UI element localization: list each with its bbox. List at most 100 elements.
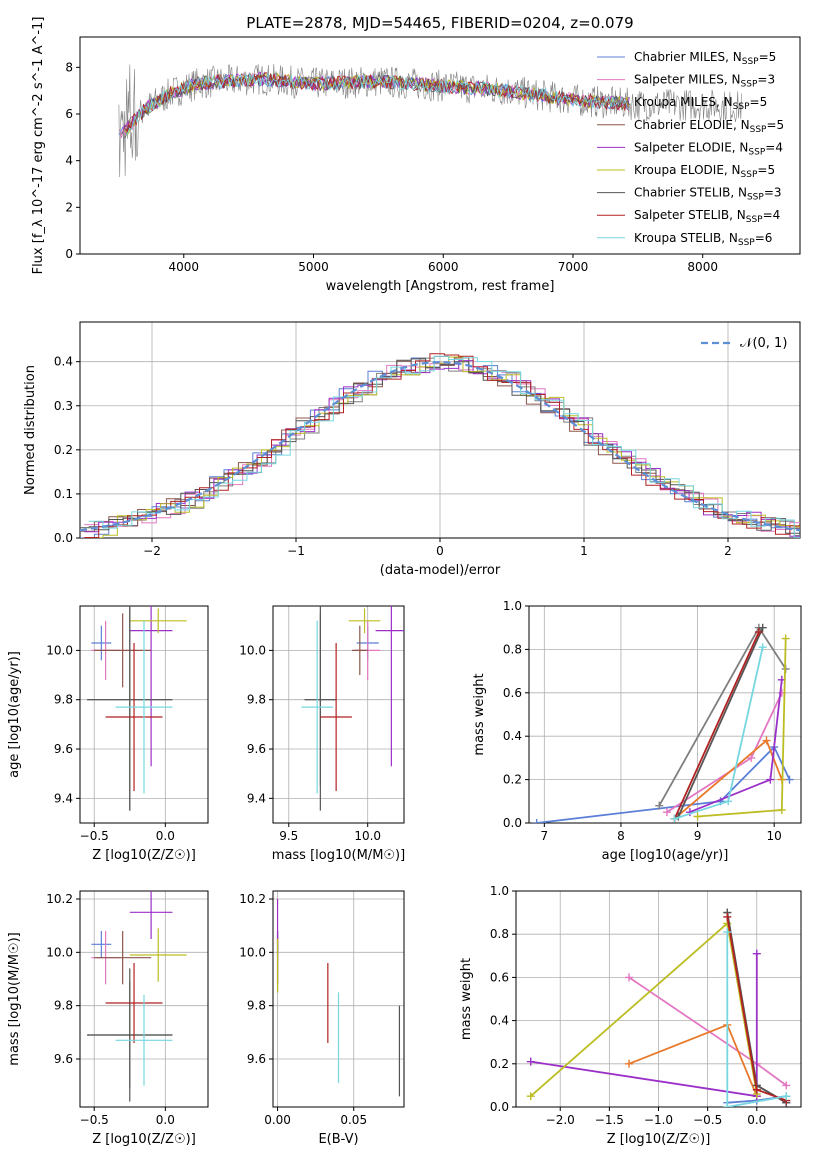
- plot-area: [118, 63, 742, 178]
- y-tick-label: 0.8: [490, 927, 509, 941]
- weight-marker: [781, 634, 790, 643]
- y-axis-label: mass weight: [459, 958, 474, 1040]
- x-tick-label: −0.5: [80, 829, 109, 843]
- x-tick-label: 0.0: [156, 1113, 175, 1127]
- y-tick-label: 10.2: [239, 892, 266, 906]
- x-tick-label: 5000: [298, 260, 329, 274]
- x-axis-label: Z [log10(Z/Z☉)]: [92, 1132, 196, 1147]
- weight-marker: [526, 1057, 535, 1066]
- weight-marker: [782, 1081, 791, 1090]
- x-tick-label: 6000: [428, 260, 459, 274]
- legend-label: Kroupa STELIB, NSSP=6: [634, 231, 772, 248]
- weight-marker: [785, 775, 794, 784]
- plot-frame: [79, 321, 801, 539]
- y-tick-label: 9.4: [247, 791, 266, 805]
- x-tick-label: −1.5: [595, 1113, 624, 1127]
- x-tick-label: 8: [617, 829, 625, 843]
- mass-vs-metallicity-panel: −0.5 0.0 9.6 9.8 10.0 10.2 Z [log10(Z/Z☉)] mass…: [7, 890, 209, 1147]
- y-tick-label: 10.2: [46, 892, 73, 906]
- y-tick-label: 0.6: [503, 686, 522, 700]
- plot-frame: [79, 890, 209, 1108]
- y-tick-label: 8: [65, 60, 73, 74]
- y-axis-label: Flux [f_λ 10^-17 erg cm^-2 s^-1 A^-1]: [31, 17, 46, 275]
- legend-label: Kroupa MILES, NSSP=5: [634, 95, 767, 112]
- weight-line-6: [677, 627, 764, 817]
- plot-frame: [79, 605, 209, 824]
- normal-curve: [80, 360, 800, 532]
- x-tick-label: −1.0: [644, 1113, 673, 1127]
- model-spectrum-6: [124, 72, 630, 139]
- x-axis-label: (data-model)/error: [380, 563, 501, 578]
- weight-line-3: [628, 1023, 758, 1097]
- y-tick-label: 9.6: [54, 742, 73, 756]
- legend-label: Chabrier ELODIE, NSSP=5: [634, 118, 784, 135]
- y-tick-label: 9.4: [54, 791, 73, 805]
- weight-marker: [723, 912, 732, 921]
- x-axis-label: age [log10(age/yr)]: [602, 848, 729, 863]
- x-axis-label: Z [log10(Z/Z☉)]: [92, 848, 196, 863]
- y-tick-label: 0.2: [503, 773, 522, 787]
- y-tick-label: 0.2: [54, 443, 73, 457]
- residual-histogram-4: [84, 360, 800, 537]
- y-axis-label: mass [log10(M/M☉)]: [7, 932, 22, 1065]
- age-vs-mass-panel: 9.5 10.0 9.4 9.6 9.8 10.0 mass [log10(M/M☉)]: [239, 605, 405, 863]
- weight-marker: [724, 797, 733, 806]
- weight-vs-age-panel: 7 8 9 10 0.0 0.2 0.4 0.6 0.8 1.0 age [log10(age/yr…: [472, 599, 802, 863]
- x-tick-label: −0.5: [80, 1113, 109, 1127]
- legend-label: Chabrier STELIB, NSSP=3: [634, 186, 782, 203]
- x-tick-label: 9.5: [279, 829, 298, 843]
- plot-area: [276, 899, 401, 1097]
- weight-marker: [723, 928, 732, 937]
- weight-marker: [655, 801, 664, 810]
- plot-area: [301, 606, 404, 811]
- weight-marker: [752, 1085, 761, 1094]
- weight-line-5: [697, 638, 787, 818]
- y-tick-label: 10.0: [46, 945, 73, 959]
- x-tick-label: 0.0: [156, 829, 175, 843]
- weight-line-4: [530, 953, 758, 1098]
- x-tick-label: 2: [724, 544, 732, 558]
- y-tick-label: 9.6: [54, 1052, 73, 1066]
- y-tick-label: 0.0: [503, 816, 522, 830]
- y-tick-label: 9.8: [247, 999, 266, 1013]
- weight-marker: [723, 1103, 732, 1107]
- x-tick-label: 8000: [687, 260, 718, 274]
- x-tick-label: −2.0: [546, 1113, 575, 1127]
- plot-frame: [272, 890, 405, 1108]
- weight-line-5: [530, 921, 758, 1097]
- residual-histogram-5: [88, 356, 800, 538]
- y-axis-label: age [log10(age/yr)]: [7, 651, 22, 778]
- weight-line-8: [726, 932, 787, 1107]
- plot-area: [87, 606, 187, 811]
- x-tick-label: −0.5: [693, 1113, 722, 1127]
- y-tick-label: 0.4: [503, 729, 522, 743]
- weight-marker: [752, 949, 761, 958]
- weight-marker: [766, 775, 775, 784]
- y-tick-label: 10.0: [239, 945, 266, 959]
- spectrum-title: PLATE=2878, MJD=54465, FIBERID=0204, z=0…: [246, 14, 633, 32]
- plot-area: [87, 891, 187, 1102]
- residual-histogram-6: [80, 358, 800, 534]
- y-tick-label: 0.0: [54, 531, 73, 545]
- weight-marker: [777, 805, 786, 814]
- plot-frame: [272, 605, 405, 824]
- weight-vs-metallicity-panel: −2.0 −1.5 −1.0 −0.5 0.0 0.0 0.2 0.4 0.6 0.8 1.0 Z […: [459, 884, 802, 1147]
- x-tick-label: 7: [541, 829, 549, 843]
- weight-marker: [662, 808, 671, 817]
- x-tick-label: 0.0: [747, 1113, 766, 1127]
- residual-histogram-7: [84, 353, 800, 538]
- y-tick-label: 0.4: [54, 355, 73, 369]
- legend: Chabrier MILES, NSSP=5 Salpeter MILES, NS…: [597, 50, 784, 248]
- x-tick-label: 10.0: [354, 829, 381, 843]
- y-tick-label: 9.6: [247, 742, 266, 756]
- weight-marker: [782, 1092, 791, 1101]
- x-axis-label: Z [log10(Z/Z☉)]: [607, 1132, 711, 1147]
- y-tick-label: 0.6: [490, 970, 509, 984]
- residuals-panel: −2 −1 0 1 2 0.0 0.1 0.2 0.3 0.4 (data-model)/error…: [23, 321, 801, 578]
- weight-marker: [693, 812, 702, 821]
- y-tick-label: 0.4: [490, 1014, 509, 1028]
- plot-frame: [79, 36, 801, 255]
- x-tick-label: 0: [436, 544, 444, 558]
- age-vs-metallicity-panel: −0.5 0.0 9.4 9.6 9.8 10.0 Z [log10(Z/Z☉)] age […: [7, 605, 209, 863]
- mass-vs-ebv-panel: 0.00 0.05 9.6 9.8 10.0 10.2 E(B-V): [239, 890, 405, 1147]
